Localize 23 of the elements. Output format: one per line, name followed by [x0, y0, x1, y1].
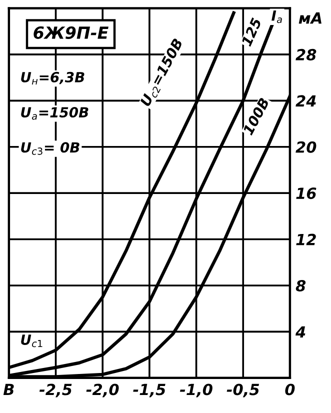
y-tick-label: 8	[296, 280, 306, 292]
annotation: I$_{а}$	[272, 10, 282, 24]
x-tick-label: В	[3, 384, 14, 396]
annotation: U$_{н}$=6,3В	[21, 72, 84, 84]
text: U$_{с2}$=150В	[140, 38, 186, 108]
y-tick-label: 20	[296, 141, 316, 153]
y-axis-title: мА	[298, 12, 322, 24]
y-tick-label: 24	[296, 95, 316, 106]
x-tick-label: -0,5	[226, 384, 260, 398]
annotation: U$_{с3}$= 0В	[21, 142, 80, 155]
x-tick-label: -2,5	[39, 384, 72, 398]
x-axis-title: U$_{с1}$	[21, 334, 42, 348]
text: 125	[240, 17, 262, 47]
y-tick-label: 28	[296, 48, 316, 60]
annotation: U$_{а}$=150В	[21, 107, 88, 120]
x-tick-label: -1,5	[133, 384, 166, 398]
y-tick-label: 12	[296, 234, 316, 246]
x-tick-label: -2,0	[86, 384, 119, 398]
y-tick-label: 16	[296, 188, 316, 200]
x-tick-label: -1,0	[180, 384, 212, 398]
y-tick-label: 4	[295, 326, 306, 338]
x-tick-label: 0	[285, 384, 295, 396]
text: 6Ж9П-Е	[34, 26, 108, 39]
